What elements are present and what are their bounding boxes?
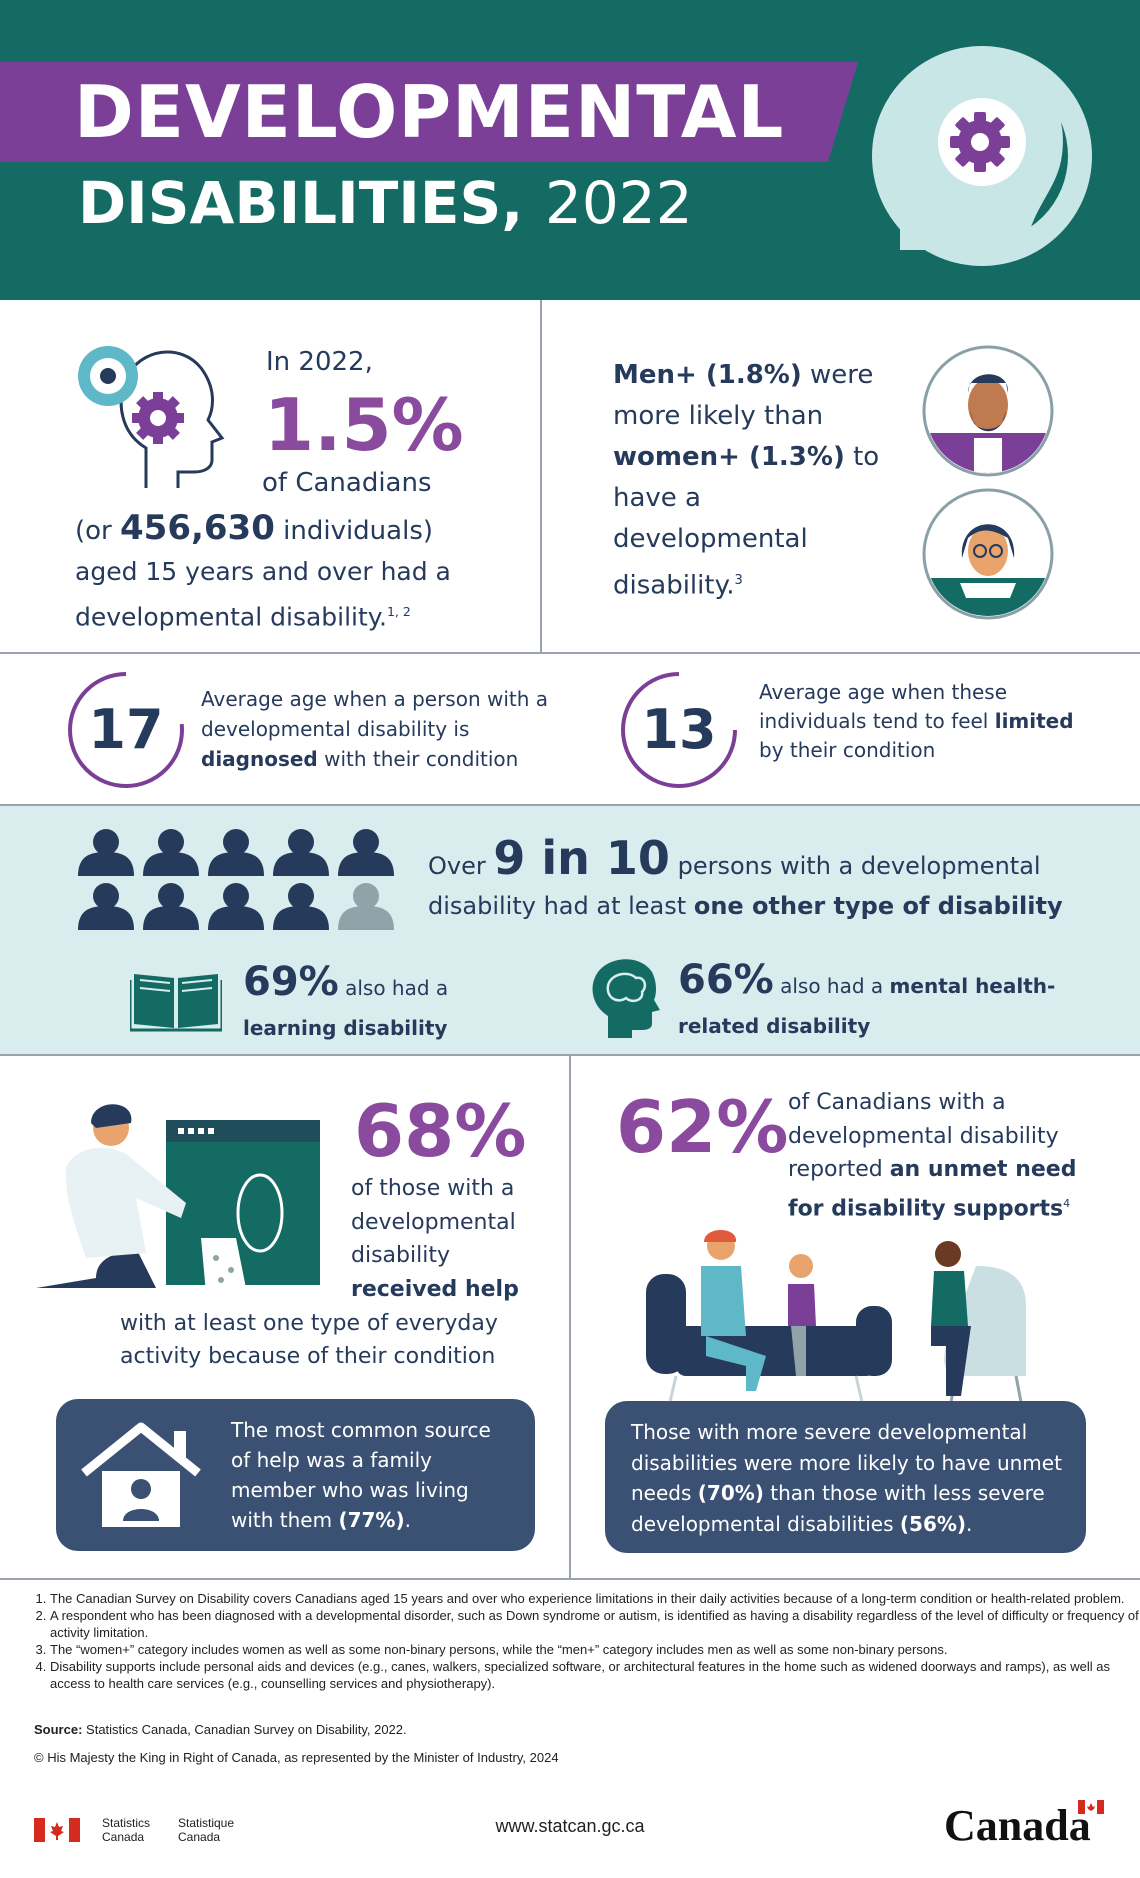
- learning-item: 69% also had a learning disability: [243, 962, 543, 1048]
- text-end: .: [966, 1511, 973, 1536]
- source: Source: Statistics Canada, Canadian Surv…: [34, 1722, 407, 1737]
- header-art: [0, 46, 1092, 266]
- unmet-text: of Canadians with a developmental disabi…: [788, 1086, 1088, 1225]
- unmet-box: Those with more severe developmental dis…: [605, 1401, 1086, 1553]
- men-stat: Men+ (1.8%): [613, 360, 802, 390]
- age-text-2: by their condition: [759, 738, 936, 762]
- source-label: Source:: [34, 1722, 83, 1737]
- prevalence-count-line: (or 456,630 individuals): [75, 508, 433, 548]
- age-text: Average age when these individuals tend …: [759, 678, 1089, 765]
- text: of those with a developmental disability: [351, 1176, 516, 1268]
- footnotes: The Canadian Survey on Disability covers…: [14, 1590, 1140, 1692]
- canada-wordmark: Canada: [944, 1801, 1091, 1850]
- agency-en: Statistics Canada: [102, 1816, 151, 1844]
- footnote: The “women+” category includes women as …: [50, 1641, 1140, 1658]
- text: of Canadians with a developmental disabi…: [788, 1090, 1059, 1182]
- text: The most common source of help was a fam…: [231, 1418, 491, 1532]
- book-icon: [130, 974, 222, 1032]
- footnote: The Canadian Survey on Disability covers…: [50, 1590, 1140, 1607]
- help-percent: 68%: [354, 1089, 527, 1173]
- footnote: Disability supports include personal aid…: [50, 1658, 1140, 1692]
- url: www.statcan.gc.ca: [495, 1816, 645, 1836]
- age-number: 13: [641, 698, 717, 761]
- bold-text: mental health-related disability: [678, 974, 1056, 1038]
- mental-item: 66% also had a mental health-related dis…: [678, 960, 1118, 1046]
- bold-text: (56%): [899, 1511, 967, 1536]
- divider: [0, 804, 1140, 806]
- text: persons with a developmental disability …: [428, 852, 1041, 920]
- age-bold: limited: [994, 709, 1074, 733]
- head-gears-icon: [78, 346, 225, 488]
- gender-text-2: to have a developmental disability.: [613, 442, 880, 601]
- title-line-2: DISABILITIES,: [78, 169, 524, 237]
- age-text-2: with their condition: [324, 747, 519, 771]
- wordmark-flag: [1078, 1800, 1104, 1814]
- help-box-text: The most common source of help was a fam…: [231, 1415, 516, 1535]
- bold-text: (77%): [338, 1508, 405, 1532]
- laundry-illustration: [36, 1104, 320, 1288]
- bold-text: received help: [351, 1276, 519, 1302]
- text: also had a: [345, 976, 449, 1000]
- prevalence-percent: 1.5%: [264, 383, 464, 467]
- agency-fr: Statistique Canada: [178, 1816, 235, 1844]
- source-text: Statistics Canada, Canadian Survey on Di…: [86, 1722, 407, 1737]
- help-box: The most common source of help was a fam…: [56, 1399, 535, 1551]
- count-prefix: (or: [75, 516, 112, 546]
- age-text-1: Average age when a person with a develop…: [201, 687, 549, 741]
- other-disability-text: Over 9 in 10 persons with a developmenta…: [428, 835, 1128, 926]
- bold-text: learning disability: [243, 1016, 448, 1040]
- text-end: .: [404, 1508, 411, 1532]
- text: also had a: [780, 974, 884, 998]
- age-number: 17: [88, 698, 164, 761]
- help-text-2: with at least one type of everyday activ…: [120, 1311, 498, 1369]
- help-text-1: of those with a developmental disability…: [351, 1172, 541, 1306]
- footnote-ref: 4: [1063, 1196, 1071, 1210]
- divider: [540, 300, 542, 653]
- people-icons: [78, 829, 394, 930]
- title-line-1: DEVELOPMENTAL: [74, 70, 785, 154]
- prevalence-intro: In 2022,: [266, 347, 373, 377]
- bold-text: an unmet need for disability supports: [788, 1157, 1077, 1221]
- text: than those with less severe developmenta…: [631, 1481, 1045, 1536]
- divider: [0, 652, 1140, 654]
- unmet-box-text: Those with more severe developmental dis…: [631, 1417, 1071, 1539]
- age-circle: [68, 672, 184, 788]
- footnote: A respondent who has been diagnosed with…: [50, 1607, 1140, 1641]
- gender-text: Men+ (1.8%) were more likely than women+…: [613, 355, 883, 607]
- footnote-ref: 1, 2: [386, 604, 411, 619]
- count: 456,630: [120, 508, 275, 548]
- age-text-1: Average age when these individuals tend …: [759, 680, 1008, 733]
- header: DEVELOPMENTAL DISABILITIES, 2022: [0, 0, 1140, 300]
- house-icon: [81, 1422, 201, 1527]
- divider: [569, 1055, 571, 1578]
- title-year: 2022: [545, 169, 693, 237]
- prevalence-text: aged 15 years and over had a development…: [75, 557, 451, 632]
- counselling-illustration: [646, 1230, 1026, 1402]
- prevalence-rest: aged 15 years and over had a development…: [75, 552, 495, 637]
- unmet-percent: 62%: [616, 1085, 789, 1169]
- women-stat: women+ (1.3%): [613, 442, 845, 472]
- age-circle: [621, 672, 737, 788]
- bold-text: one other type of disability: [693, 892, 1063, 920]
- highlight: 9 in 10: [493, 831, 670, 885]
- copyright: © His Majesty the King in Right of Canad…: [34, 1750, 559, 1765]
- gender-text-1: were more likely than: [613, 360, 874, 431]
- percent: 69%: [243, 959, 339, 1005]
- prevalence-of: of Canadians: [262, 468, 432, 498]
- percent: 66%: [678, 957, 774, 1003]
- prefix: Over: [428, 852, 486, 880]
- divider: [0, 1578, 1140, 1580]
- canada-flag: [34, 1818, 80, 1842]
- bold-text: (70%): [697, 1481, 764, 1505]
- count-suffix: individuals): [283, 516, 434, 546]
- age-text: Average age when a person with a develop…: [201, 684, 551, 774]
- footnote-ref: 3: [734, 573, 743, 588]
- age-bold: diagnosed: [201, 747, 318, 771]
- text: Those with more severe developmental dis…: [631, 1420, 1062, 1505]
- avatars: [922, 345, 1054, 620]
- brain-head-icon: [592, 959, 660, 1038]
